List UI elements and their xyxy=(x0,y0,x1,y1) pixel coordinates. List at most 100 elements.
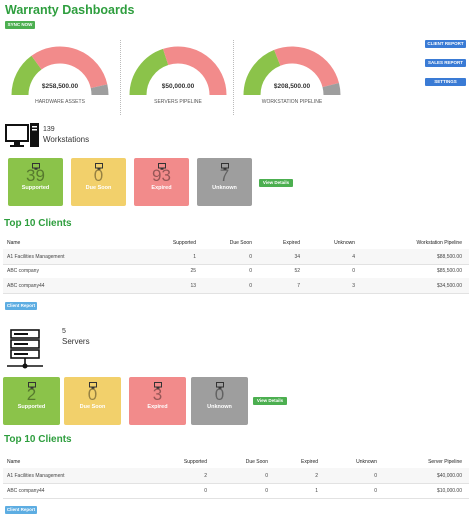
gauge-label: SERVERS PIPELINE xyxy=(154,99,202,105)
row-divider xyxy=(3,292,469,294)
tile-icon xyxy=(31,163,40,170)
table-cell: Server Pipeline xyxy=(428,459,462,465)
tile-icon xyxy=(157,163,166,170)
table-cell: $85,500.00 xyxy=(436,268,462,274)
table-cell: A1 Facilities Management xyxy=(7,253,65,260)
gauge-label: HARDWARE ASSETS xyxy=(35,99,85,105)
table-cell: 0 xyxy=(374,487,377,494)
side-button[interactable]: SETTINGS xyxy=(425,78,466,86)
gauge-value: $208,500.00 xyxy=(273,83,311,90)
table-cell: 1 xyxy=(315,487,318,494)
tile-label: Due Soon xyxy=(85,185,112,191)
table-cell: 0 xyxy=(249,282,252,289)
status-tile[interactable]: 0 Unknown xyxy=(191,377,248,425)
tile-label: Expired xyxy=(147,404,168,410)
table-cell: 0 xyxy=(352,268,355,274)
status-tile[interactable]: 93 Expired xyxy=(134,158,189,206)
tile-label: Unknown xyxy=(207,404,232,410)
count-label: Workstations xyxy=(43,135,90,144)
count-label: Servers xyxy=(62,337,90,346)
table-cell: ABC company44 xyxy=(7,282,45,289)
workstation-icon xyxy=(5,122,41,155)
table-cell: 0 xyxy=(249,253,252,260)
gauge-segment xyxy=(129,48,169,96)
table-cell: 25 xyxy=(190,268,196,274)
tile-label: Supported xyxy=(21,185,50,191)
table-cell: $88,500.00 xyxy=(436,253,462,260)
table-title: Top 10 Clients xyxy=(4,434,72,445)
gauge-value: $258,500.00 xyxy=(41,83,79,90)
tile-value: 7 xyxy=(219,166,230,185)
table-cell: 13 xyxy=(190,282,196,289)
gauge-label: WORKSTATION PIPELINE xyxy=(261,99,323,105)
table-cell: 3 xyxy=(352,282,355,289)
view-details-button[interactable]: View Details xyxy=(253,397,287,405)
row-divider xyxy=(3,483,469,484)
table-cell: 1 xyxy=(193,253,196,260)
table-cell: Due Soon xyxy=(229,240,252,246)
gauge-segment xyxy=(274,46,339,88)
tile-label: Unknown xyxy=(212,185,237,191)
gauge-segment xyxy=(163,46,227,96)
table-cell: 52 xyxy=(294,268,300,274)
view-details-button[interactable]: View Details xyxy=(259,179,293,187)
table-cell: Supported xyxy=(183,459,207,465)
table-cell: 7 xyxy=(297,282,300,289)
table-cell: 0 xyxy=(374,472,377,479)
table-cell: $40,000.00 xyxy=(436,472,462,479)
tile-label: Due Soon xyxy=(79,404,106,410)
table-cell: ABC company44 xyxy=(7,487,45,494)
row-background xyxy=(3,468,469,483)
tile-value: 0 xyxy=(87,385,98,404)
gauge-segment xyxy=(31,46,108,89)
table-cell: Workstation Pipeline xyxy=(416,240,463,246)
table-title: Top 10 Clients xyxy=(4,218,72,229)
table-cell: 0 xyxy=(249,268,252,274)
table-cell: Name xyxy=(7,240,21,246)
tile-value: 0 xyxy=(214,385,225,404)
row-divider xyxy=(3,498,469,499)
table-cell: 2 xyxy=(315,472,318,479)
tile-label: Expired xyxy=(151,185,172,191)
tile-icon xyxy=(94,163,103,170)
separator xyxy=(233,40,234,115)
gauge-segment xyxy=(243,49,281,96)
table-cell: $10,000.00 xyxy=(436,487,462,494)
table-cell: 2 xyxy=(204,472,207,479)
tile-icon xyxy=(215,382,224,389)
table-cell: Name xyxy=(7,459,21,465)
count: 139 xyxy=(43,126,55,133)
sync-button[interactable]: SYNC NOW xyxy=(5,21,35,29)
gauge-segment xyxy=(90,84,109,96)
side-button[interactable]: CLIENT REPORT xyxy=(425,40,466,48)
status-tile[interactable]: 2 Supported xyxy=(3,377,60,425)
table-cell: Expired xyxy=(301,459,318,465)
table-cell: 0 xyxy=(265,472,268,479)
status-tile[interactable]: 0 Due Soon xyxy=(64,377,121,425)
table-cell: Unknown xyxy=(334,240,355,246)
table-cell: 0 xyxy=(265,487,268,494)
client-report-button[interactable]: Client Report xyxy=(5,506,37,514)
row-divider xyxy=(3,263,469,265)
count: 5 xyxy=(62,328,66,335)
status-tile[interactable]: 7 Unknown xyxy=(197,158,252,206)
gauge-segment xyxy=(11,55,42,96)
gauge-value: $50,000.00 xyxy=(161,83,195,90)
tile-icon xyxy=(27,382,36,389)
status-tile[interactable]: 0 Due Soon xyxy=(71,158,126,206)
table-cell: Unknown xyxy=(356,459,377,465)
table-cell: 4 xyxy=(352,253,355,260)
tile-icon xyxy=(220,163,229,170)
side-button[interactable]: SALES REPORT xyxy=(425,59,466,67)
table-cell: 0 xyxy=(204,487,207,494)
client-report-button[interactable]: Client Report xyxy=(5,302,37,310)
separator xyxy=(120,40,121,115)
table-cell: Supported xyxy=(172,240,196,246)
status-tile[interactable]: 39 Supported xyxy=(8,158,63,206)
row-background xyxy=(3,278,469,293)
status-tile[interactable]: 3 Expired xyxy=(129,377,186,425)
icon xyxy=(7,329,43,369)
tile-icon xyxy=(153,382,162,389)
page-title: Warranty Dashboards xyxy=(5,3,135,17)
tile-value: 3 xyxy=(152,385,163,404)
